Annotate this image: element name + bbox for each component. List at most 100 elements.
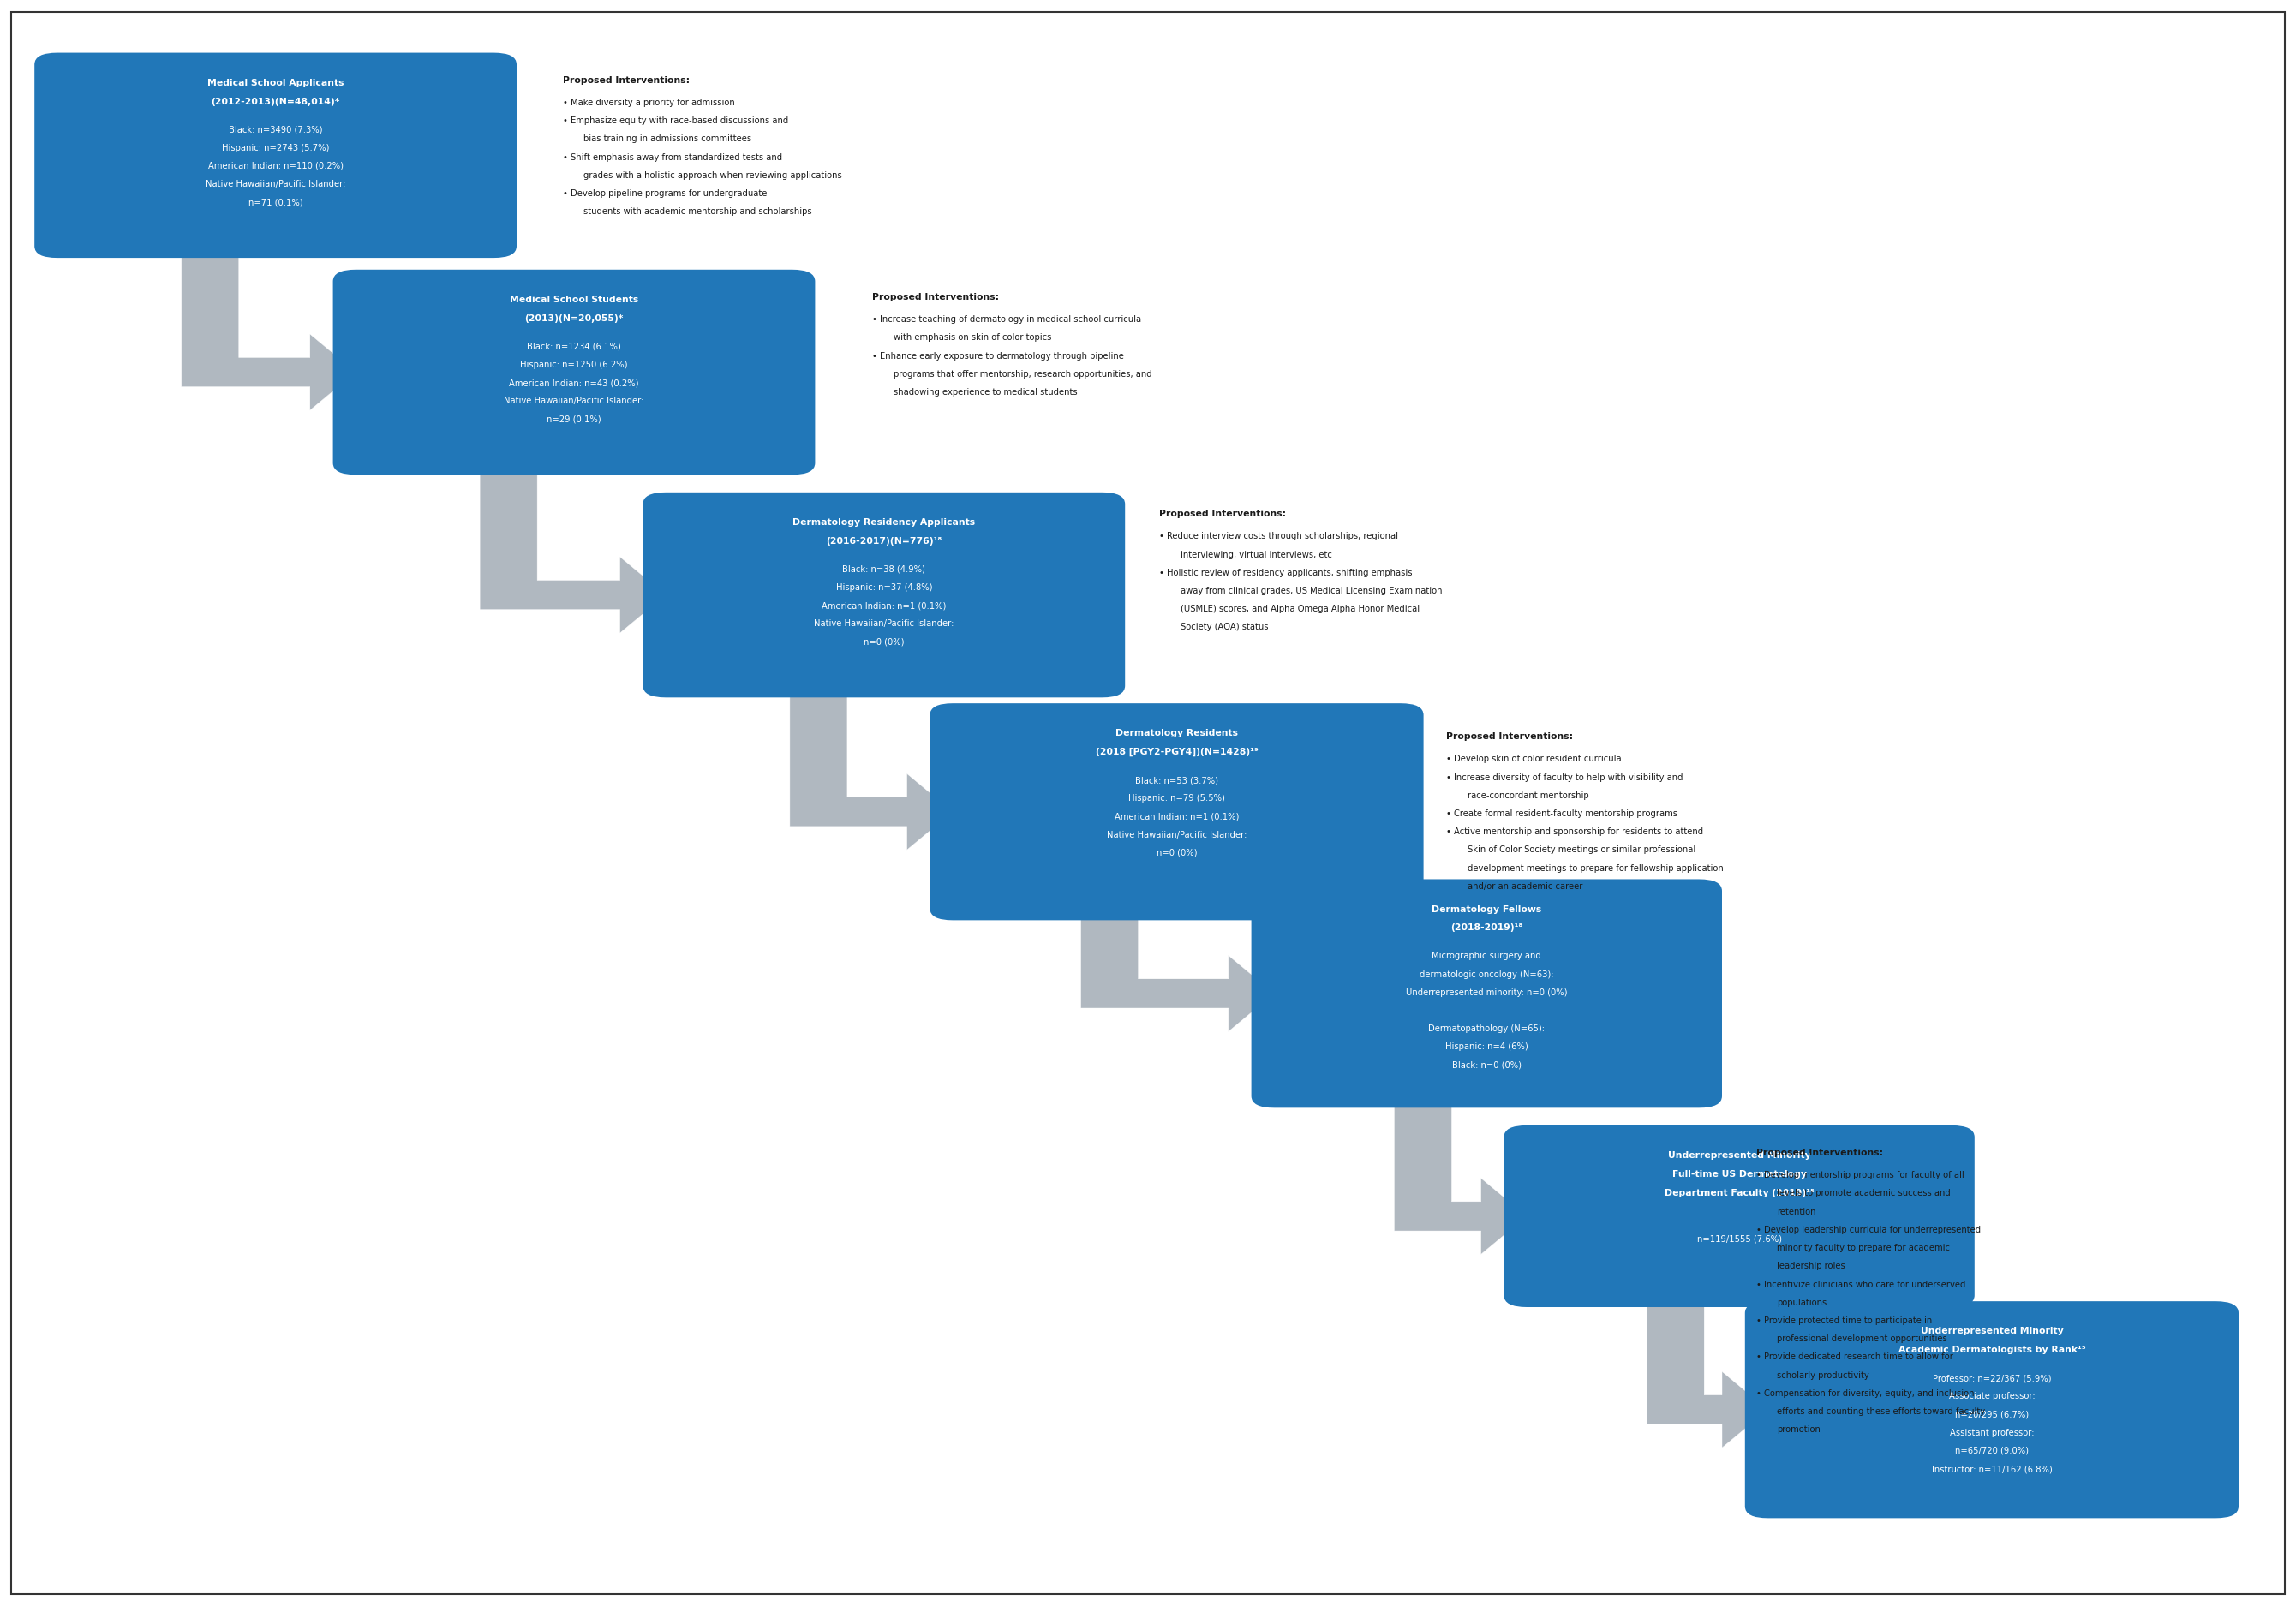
Text: retention: retention [1777, 1208, 1816, 1216]
Text: Dermatology Fellows: Dermatology Fellows [1433, 906, 1541, 914]
Text: Underrepresented minority: n=0 (0%): Underrepresented minority: n=0 (0%) [1405, 988, 1568, 997]
Text: populations: populations [1777, 1298, 1828, 1307]
Text: n=119/1555 (7.6%): n=119/1555 (7.6%) [1697, 1235, 1782, 1243]
Text: Department Faculty (2019)¹⁵: Department Faculty (2019)¹⁵ [1665, 1188, 1814, 1196]
Text: • Develop leadership curricula for underrepresented: • Develop leadership curricula for under… [1756, 1225, 1981, 1233]
Text: Native Hawaiian/Pacific Islander:: Native Hawaiian/Pacific Islander: [1107, 830, 1247, 838]
Text: • Emphasize equity with race-based discussions and: • Emphasize equity with race-based discu… [563, 117, 788, 125]
Text: American Indian: n=43 (0.2%): American Indian: n=43 (0.2%) [510, 379, 638, 387]
Text: • Shift emphasis away from standardized tests and: • Shift emphasis away from standardized … [563, 153, 783, 162]
FancyBboxPatch shape [643, 493, 1125, 697]
Text: Proposed Interventions:: Proposed Interventions: [1446, 732, 1573, 742]
Text: Black: n=1234 (6.1%): Black: n=1234 (6.1%) [528, 342, 620, 350]
Text: Proposed Interventions:: Proposed Interventions: [1756, 1148, 1883, 1158]
Text: Medical School Applicants: Medical School Applicants [207, 79, 344, 87]
Text: with emphasis on skin of color topics: with emphasis on skin of color topics [893, 334, 1052, 342]
FancyBboxPatch shape [1251, 878, 1722, 1108]
Text: promotion: promotion [1777, 1426, 1821, 1434]
Text: American Indian: n=110 (0.2%): American Indian: n=110 (0.2%) [209, 162, 342, 170]
Text: (2012-2013)(N=48,014)*: (2012-2013)(N=48,014)* [211, 98, 340, 106]
Polygon shape [480, 463, 666, 633]
Text: Full-time US Dermatology: Full-time US Dermatology [1671, 1169, 1807, 1179]
Text: n=65/720 (9.0%): n=65/720 (9.0%) [1954, 1447, 2030, 1455]
Text: Dermatopathology (N=65):: Dermatopathology (N=65): [1428, 1025, 1545, 1033]
Text: bias training in admissions committees: bias training in admissions committees [583, 135, 751, 143]
Text: Dermatology Residency Applicants: Dermatology Residency Applicants [792, 519, 976, 527]
Text: Native Hawaiian/Pacific Islander:: Native Hawaiian/Pacific Islander: [815, 620, 953, 628]
Text: and/or an academic career: and/or an academic career [1467, 882, 1582, 891]
Text: shadowing experience to medical students: shadowing experience to medical students [893, 389, 1077, 397]
Text: Associate professor:: Associate professor: [1949, 1392, 2034, 1400]
Text: Professor: n=22/367 (5.9%): Professor: n=22/367 (5.9%) [1933, 1373, 2050, 1383]
Text: • Develop mentorship programs for faculty of all: • Develop mentorship programs for facult… [1756, 1171, 1965, 1180]
Text: • Provide dedicated research time to allow for: • Provide dedicated research time to all… [1756, 1352, 1954, 1362]
Text: programs that offer mentorship, research opportunities, and: programs that offer mentorship, research… [893, 369, 1153, 379]
Polygon shape [1081, 909, 1274, 1031]
Polygon shape [181, 246, 356, 410]
Text: n=0 (0%): n=0 (0%) [863, 638, 905, 646]
Polygon shape [1646, 1296, 1768, 1447]
Text: n=29 (0.1%): n=29 (0.1%) [546, 414, 602, 424]
Text: away from clinical grades, US Medical Licensing Examination: away from clinical grades, US Medical Li… [1180, 586, 1442, 596]
Text: American Indian: n=1 (0.1%): American Indian: n=1 (0.1%) [822, 601, 946, 610]
Text: Proposed Interventions:: Proposed Interventions: [563, 75, 689, 85]
Text: Academic Dermatologists by Rank¹⁵: Academic Dermatologists by Rank¹⁵ [1899, 1346, 2085, 1354]
Text: Proposed Interventions:: Proposed Interventions: [872, 292, 999, 302]
Text: Black: n=0 (0%): Black: n=0 (0%) [1451, 1062, 1522, 1070]
Text: • Develop skin of color resident curricula: • Develop skin of color resident curricu… [1446, 755, 1621, 763]
Text: leadership roles: leadership roles [1777, 1262, 1846, 1270]
Text: (2018-2019)¹⁸: (2018-2019)¹⁸ [1451, 923, 1522, 933]
Text: Hispanic: n=37 (4.8%): Hispanic: n=37 (4.8%) [836, 583, 932, 591]
Text: dermatologic oncology (N=63):: dermatologic oncology (N=63): [1419, 970, 1554, 978]
Text: • Compensation for diversity, equity, and inclusion: • Compensation for diversity, equity, an… [1756, 1389, 1975, 1397]
Text: efforts and counting these efforts toward faculty: efforts and counting these efforts towar… [1777, 1407, 1986, 1416]
Text: n=0 (0%): n=0 (0%) [1157, 848, 1196, 858]
Text: minority faculty to prepare for academic: minority faculty to prepare for academic [1777, 1243, 1949, 1253]
Text: Native Hawaiian/Pacific Islander:: Native Hawaiian/Pacific Islander: [505, 397, 643, 405]
Text: (2013)(N=20,055)*: (2013)(N=20,055)* [523, 315, 625, 323]
Text: grades with a holistic approach when reviewing applications: grades with a holistic approach when rev… [583, 172, 843, 180]
Text: Black: n=53 (3.7%): Black: n=53 (3.7%) [1134, 776, 1219, 785]
Text: • Holistic review of residency applicants, shifting emphasis: • Holistic review of residency applicant… [1159, 569, 1412, 577]
Text: n=20/295 (6.7%): n=20/295 (6.7%) [1954, 1410, 2030, 1418]
Polygon shape [1394, 1095, 1527, 1254]
Text: Hispanic: n=2743 (5.7%): Hispanic: n=2743 (5.7%) [223, 143, 328, 153]
Text: scholarly productivity: scholarly productivity [1777, 1372, 1869, 1380]
FancyBboxPatch shape [1745, 1301, 2239, 1518]
Text: • Develop pipeline programs for undergraduate: • Develop pipeline programs for undergra… [563, 190, 767, 198]
Text: Black: n=38 (4.9%): Black: n=38 (4.9%) [843, 565, 925, 573]
Text: • Active mentorship and sponsorship for residents to attend: • Active mentorship and sponsorship for … [1446, 827, 1704, 837]
Text: Dermatology Residents: Dermatology Residents [1116, 729, 1238, 737]
Text: (USMLE) scores, and Alpha Omega Alpha Honor Medical: (USMLE) scores, and Alpha Omega Alpha Ho… [1180, 605, 1419, 613]
Text: levels to promote academic success and: levels to promote academic success and [1777, 1190, 1952, 1198]
FancyBboxPatch shape [333, 270, 815, 475]
Text: (2018 [PGY2-PGY4])(N=1428)¹⁹: (2018 [PGY2-PGY4])(N=1428)¹⁹ [1095, 748, 1258, 756]
Text: • Increase diversity of faculty to help with visibility and: • Increase diversity of faculty to help … [1446, 772, 1683, 782]
Text: n=71 (0.1%): n=71 (0.1%) [248, 198, 303, 207]
Text: • Enhance early exposure to dermatology through pipeline: • Enhance early exposure to dermatology … [872, 352, 1125, 360]
Text: • Increase teaching of dermatology in medical school curricula: • Increase teaching of dermatology in me… [872, 315, 1141, 324]
Text: Hispanic: n=4 (6%): Hispanic: n=4 (6%) [1444, 1042, 1529, 1052]
Text: Instructor: n=11/162 (6.8%): Instructor: n=11/162 (6.8%) [1931, 1465, 2053, 1473]
Text: students with academic mentorship and scholarships: students with academic mentorship and sc… [583, 207, 810, 217]
Text: • Reduce interview costs through scholarships, regional: • Reduce interview costs through scholar… [1159, 532, 1398, 541]
Text: Underrepresented Minority: Underrepresented Minority [1919, 1327, 2064, 1336]
Text: • Create formal resident-faculty mentorship programs: • Create formal resident-faculty mentors… [1446, 809, 1678, 817]
Text: Micrographic surgery and: Micrographic surgery and [1433, 952, 1541, 960]
Text: development meetings to prepare for fellowship application: development meetings to prepare for fell… [1467, 864, 1722, 872]
FancyBboxPatch shape [930, 703, 1424, 920]
Text: Assistant professor:: Assistant professor: [1949, 1428, 2034, 1437]
Text: Hispanic: n=79 (5.5%): Hispanic: n=79 (5.5%) [1127, 795, 1226, 803]
Text: (2016-2017)(N=776)¹⁸: (2016-2017)(N=776)¹⁸ [827, 536, 941, 546]
Text: Underrepresented Minority: Underrepresented Minority [1667, 1152, 1812, 1160]
Text: Black: n=3490 (7.3%): Black: n=3490 (7.3%) [230, 125, 321, 133]
FancyBboxPatch shape [1504, 1126, 1975, 1307]
Text: Society (AOA) status: Society (AOA) status [1180, 623, 1267, 631]
Text: Hispanic: n=1250 (6.2%): Hispanic: n=1250 (6.2%) [521, 360, 627, 369]
Text: professional development opportunities: professional development opportunities [1777, 1335, 1947, 1343]
Text: • Make diversity a priority for admission: • Make diversity a priority for admissio… [563, 98, 735, 108]
Text: interviewing, virtual interviews, etc: interviewing, virtual interviews, etc [1180, 551, 1332, 559]
Text: race-concordant mentorship: race-concordant mentorship [1467, 792, 1589, 800]
Text: Native Hawaiian/Pacific Islander:: Native Hawaiian/Pacific Islander: [207, 180, 344, 188]
Text: American Indian: n=1 (0.1%): American Indian: n=1 (0.1%) [1114, 813, 1240, 821]
